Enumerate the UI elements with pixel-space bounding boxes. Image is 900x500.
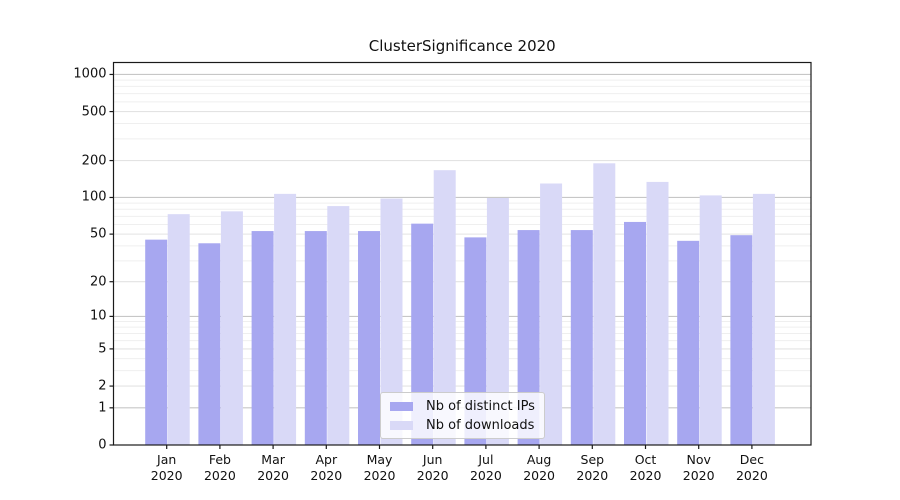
bar-downloads-Nov <box>699 195 722 445</box>
x-tick-label-Apr: Apr 2020 <box>310 452 343 483</box>
bar-distinct-ips-Feb <box>198 243 221 445</box>
bar-distinct-ips-Apr <box>304 231 327 445</box>
x-tick-label-Mar: Mar 2020 <box>257 452 289 483</box>
bar-downloads-Jan <box>167 214 190 445</box>
bar-distinct-ips-Jan <box>145 239 168 445</box>
axes-spines <box>112 61 812 446</box>
bar-distinct-ips-Sep <box>570 230 593 445</box>
bar-distinct-ips-May <box>358 231 380 445</box>
bar-downloads-Sep <box>593 163 616 445</box>
y-tick-label-10: 10 <box>89 308 107 324</box>
x-tick-label-Jun: Jun 2020 <box>416 452 449 483</box>
legend-row: Nb of downloads <box>390 417 535 433</box>
bar-downloads-Mar <box>274 193 297 445</box>
y-tick-label-200: 200 <box>81 153 107 169</box>
x-tick-label-May: May 2020 <box>363 452 396 483</box>
bar-distinct-ips-Jun <box>411 223 434 445</box>
y-tick-label-1000: 1000 <box>73 66 107 82</box>
bar-downloads-Jul <box>486 198 509 445</box>
bar-distinct-ips-Nov <box>677 240 700 445</box>
x-tick-label-Sep: Sep 2020 <box>576 452 609 483</box>
legend-label: Nb of downloads <box>426 417 535 433</box>
bar-downloads-Jun <box>433 170 456 445</box>
bar-distinct-ips-Dec <box>730 235 753 445</box>
bar-downloads-Aug <box>540 183 563 445</box>
x-tick-label-Jul: Jul 2020 <box>469 452 502 483</box>
x-tick-label-Nov: Nov 2020 <box>682 452 715 483</box>
bar-distinct-ips-Mar <box>251 231 274 445</box>
x-tick-label-Feb: Feb 2020 <box>203 452 236 483</box>
legend-row: Nb of distinct IPs <box>390 398 535 414</box>
bar-downloads-May <box>380 198 403 445</box>
y-tick-label-5: 5 <box>98 341 107 357</box>
bar-downloads-Feb <box>220 211 243 445</box>
x-tick-label-Dec: Dec 2020 <box>735 452 768 483</box>
bar-distinct-ips-Oct <box>624 221 646 445</box>
y-tick-label-2: 2 <box>98 378 107 394</box>
legend-swatch-icon <box>390 420 413 430</box>
y-tick-label-1: 1 <box>98 400 107 416</box>
legend: Nb of distinct IPs Nb of downloads <box>380 392 545 439</box>
chart-title: ClusterSignificance 2020 <box>368 37 556 55</box>
bar-downloads-Oct <box>646 181 669 445</box>
x-tick-label-Oct: Oct 2020 <box>629 452 662 483</box>
legend-swatch-icon <box>390 401 413 411</box>
y-tick-label-50: 50 <box>89 226 107 242</box>
y-tick-label-20: 20 <box>89 274 107 290</box>
bar-downloads-Apr <box>327 206 350 445</box>
y-tick-label-0: 0 <box>98 437 107 453</box>
x-tick-label-Aug: Aug 2020 <box>523 452 555 483</box>
x-tick-label-Jan: Jan 2020 <box>150 452 183 483</box>
bar-downloads-Dec <box>752 193 775 445</box>
y-tick-label-100: 100 <box>81 189 107 205</box>
legend-label: Nb of distinct IPs <box>426 398 535 414</box>
y-tick-label-500: 500 <box>81 104 107 120</box>
bar-distinct-ips-Aug <box>517 230 540 445</box>
